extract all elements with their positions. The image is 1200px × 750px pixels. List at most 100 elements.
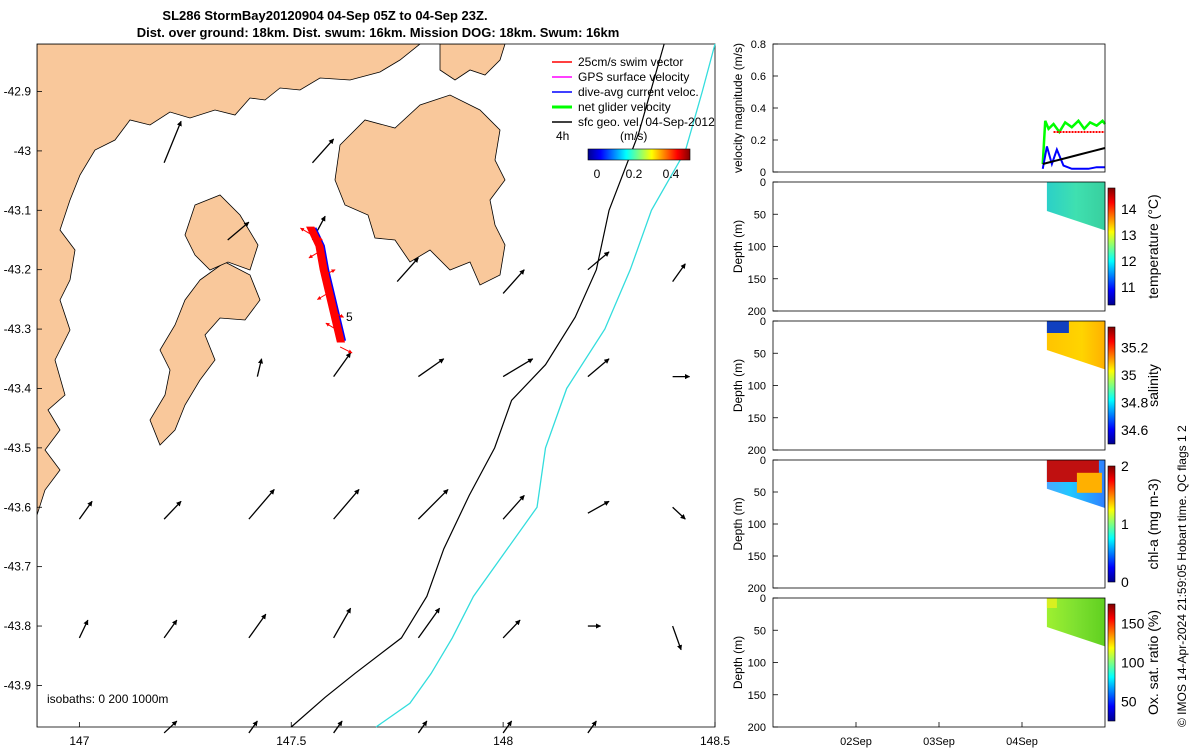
swim-vector-arrow xyxy=(331,310,344,318)
geo-velocity-arrow xyxy=(78,619,89,639)
depth-ytick-label: 100 xyxy=(748,658,766,670)
geo-velocity-arrow xyxy=(417,720,428,734)
depth-ytick-label: 50 xyxy=(754,348,766,360)
geo-velocity-arrow xyxy=(163,500,182,520)
colorbar-ramp xyxy=(1107,187,1116,306)
geo-velocity-arrow xyxy=(672,506,686,520)
map-ytick-label: -42.9 xyxy=(4,85,32,99)
depth-ytick-label: 150 xyxy=(748,413,766,425)
vel-ytick-label: 0.8 xyxy=(751,39,766,51)
colorbar-left-label: 4h xyxy=(556,129,569,143)
depth-ytick-label: 150 xyxy=(748,551,766,563)
colorbar-ramp xyxy=(1107,465,1116,583)
geo-velocity-arrow xyxy=(248,613,267,639)
colorbar-label: salinity xyxy=(1145,364,1161,407)
land-west xyxy=(37,44,421,516)
colorbar-tick-label: 2 xyxy=(1121,458,1129,474)
depth-ytick-label: 0 xyxy=(760,177,766,189)
depth-ytick-label: 200 xyxy=(748,583,766,595)
geo-velocity-arrow xyxy=(311,138,335,164)
swim-vector-arrow xyxy=(317,293,328,300)
colorbar-tick-0: 0 xyxy=(594,167,601,181)
colorbar-ramp xyxy=(587,148,691,161)
depth-ytick-label: 50 xyxy=(754,209,766,221)
depth-ytick-label: 200 xyxy=(748,722,766,734)
panel-ylabel: velocity magnitude (m/s) xyxy=(731,43,745,173)
panel-ylabel: Depth (m) xyxy=(731,497,745,550)
panel-ylabel: Depth (m) xyxy=(731,220,745,273)
map-ytick-label: -43.2 xyxy=(4,263,32,277)
swim-vector-arrow xyxy=(310,233,323,241)
swim-vector-arrow xyxy=(308,251,320,259)
map-ytick-label: -43.5 xyxy=(4,441,32,455)
profile-fill xyxy=(1046,598,1105,647)
depth-ytick-label: 50 xyxy=(754,487,766,499)
depth-ytick-label: 0 xyxy=(760,316,766,328)
panel-3: 0 50 100 150 200 0 1 2 chl-a (mg m-3) Depth (m) xyxy=(731,455,1161,595)
depth-ytick-label: 100 xyxy=(748,519,766,531)
swim-vector-arrow xyxy=(339,346,353,354)
geo-velocity-arrow xyxy=(248,720,258,734)
geo-velocity-arrow xyxy=(333,489,360,520)
isobaths-label: isobaths: 0 200 1000m xyxy=(47,692,168,706)
vel-series-2 xyxy=(1041,146,1105,170)
panel-ylabel: Depth (m) xyxy=(731,359,745,412)
isobath-1000m xyxy=(375,43,716,728)
profile-mid-patch xyxy=(1076,472,1102,493)
geo-velocity-arrow xyxy=(417,607,441,639)
map-xtick-label: 148 xyxy=(493,734,513,748)
profile-surface-patch xyxy=(1046,598,1057,608)
profile-fill xyxy=(1046,182,1105,231)
geo-velocity-arrow xyxy=(672,263,686,282)
map-xtick-label: 148.5 xyxy=(700,734,730,748)
geo-velocity-arrow xyxy=(587,358,610,378)
geo-velocity-arrow xyxy=(227,221,250,241)
legend-label-4: sfc geo. vel. 04-Sep-2012 xyxy=(578,115,715,129)
map-ytick-label: -43.7 xyxy=(4,560,32,574)
geo-velocity-arrow xyxy=(587,500,610,514)
panel-0: 0 0.2 0.4 0.6 0.8 velocity magnitude (m/s) xyxy=(731,39,1106,179)
map-ytick-label: -43 xyxy=(14,144,32,158)
depth-ytick-label: 150 xyxy=(748,690,766,702)
geo-velocity-arrow xyxy=(256,358,264,377)
map-ytick-label: -43.6 xyxy=(4,500,32,514)
footer-stamp: © IMOS 14-Apr-2024 21:59:05 Hobart time.… xyxy=(1175,425,1189,727)
colorbar-tick-label: 11 xyxy=(1121,279,1136,295)
colorbar-tick-label: 14 xyxy=(1121,201,1137,217)
colorbar-tick-label: 13 xyxy=(1121,227,1137,243)
colorbar-tick-label: 50 xyxy=(1121,694,1137,710)
panel-ylabel: Depth (m) xyxy=(731,636,745,689)
colorbar-label: Ox. sat. ratio (%) xyxy=(1145,610,1161,715)
vel-ytick-label: 0 xyxy=(760,167,766,179)
land-masses xyxy=(37,44,506,727)
swim-vector-arrow xyxy=(322,269,336,277)
geo-velocity-arrow xyxy=(587,720,597,734)
geo-velocity-arrow xyxy=(396,257,419,282)
map-overlay: 147 147.5 148 148.5 -42.9 -43 -43.1 -43.2 -43.3 -… xyxy=(4,43,730,748)
colorbar-tick-label: 35 xyxy=(1121,367,1137,383)
date-xtick-label: 02Sep xyxy=(840,736,872,748)
isobath-200m xyxy=(290,43,665,728)
geo-velocity-arrow xyxy=(587,251,610,271)
map-ytick-label: -43.3 xyxy=(4,322,32,336)
colorbar-ramp xyxy=(1107,326,1116,445)
geo-velocity-arrow xyxy=(502,358,534,378)
colorbar-ramp xyxy=(1107,603,1116,722)
swim-vector-arrow xyxy=(300,227,311,235)
colorbar-tick-2: 0.4 xyxy=(663,167,680,181)
legend-label-0: 25cm/s swim vector xyxy=(578,55,683,69)
depth-ytick-label: 150 xyxy=(748,274,766,286)
vel-series-3 xyxy=(1042,147,1106,165)
land-north-east xyxy=(439,44,506,81)
depth-ytick-label: 0 xyxy=(760,455,766,467)
map-ytick-label: -43.4 xyxy=(4,381,32,395)
time-series-panels: 0 0.2 0.4 0.6 0.8 velocity magnitude (m/s) 0 50… xyxy=(731,39,1161,748)
map-ytick-label: -43.8 xyxy=(4,619,32,633)
title-line-1: SL286 StormBay20120904 04-Sep 05Z to 04-… xyxy=(162,8,487,23)
speed-colorbar: 4h (m/s) 0 0.2 0.4 xyxy=(556,129,691,181)
land-south-east xyxy=(184,194,259,271)
colorbar-tick-label: 1 xyxy=(1121,516,1129,532)
land-bruny xyxy=(149,261,261,446)
